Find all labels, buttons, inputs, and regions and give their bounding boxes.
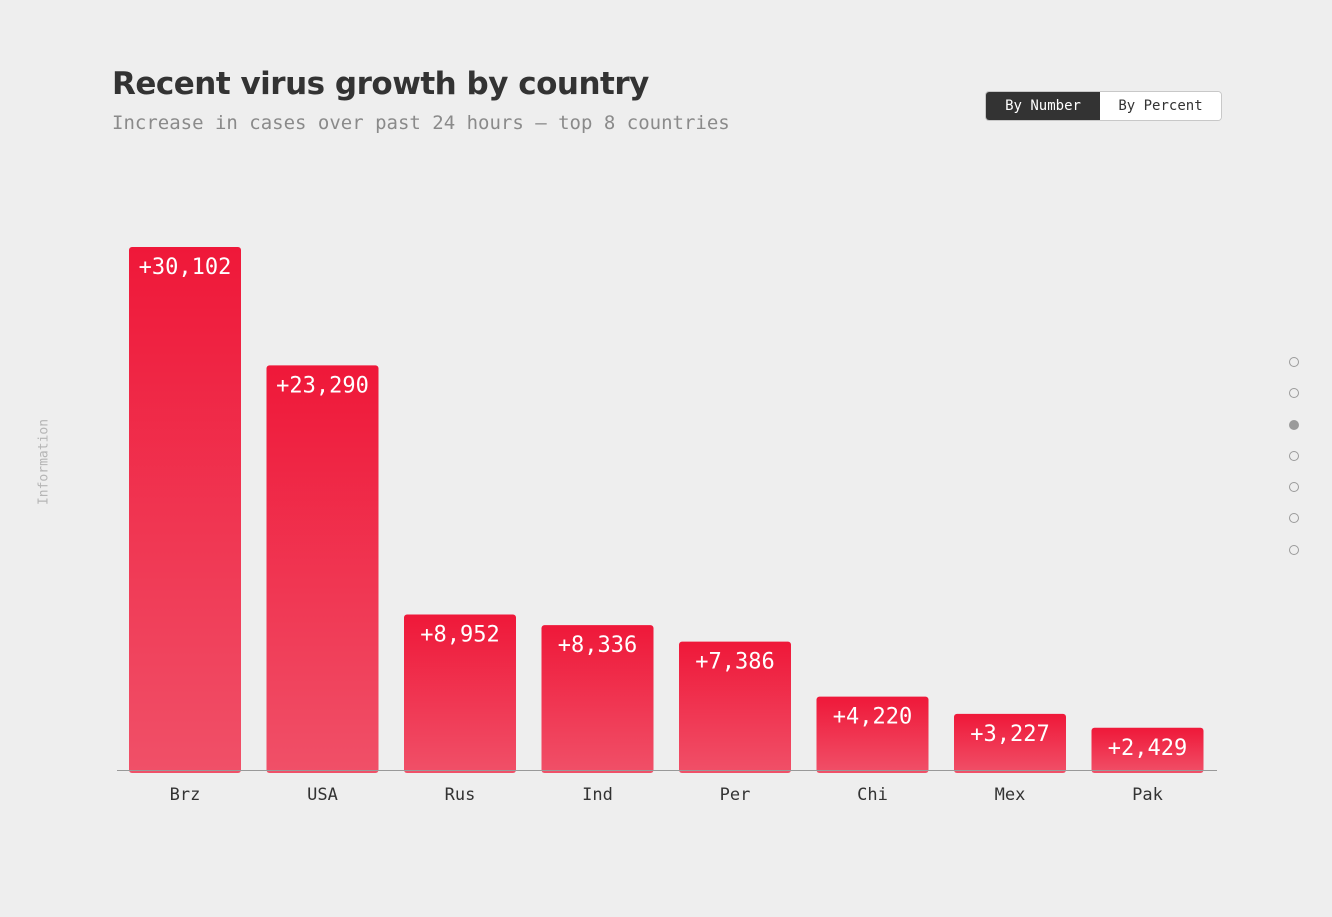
by-number-button[interactable]: By Number <box>986 92 1100 120</box>
data-label: +4,220 <box>833 705 912 730</box>
bar-rus[interactable] <box>404 614 516 773</box>
chart-title: Recent virus growth by country <box>112 66 649 102</box>
pagination-dot[interactable] <box>1289 544 1299 555</box>
bar-chi[interactable] <box>816 696 929 773</box>
bar-mex[interactable] <box>954 713 1066 773</box>
bar-usa[interactable] <box>266 365 379 773</box>
data-label: +23,290 <box>276 373 369 398</box>
by-percent-button[interactable]: By Percent <box>1100 92 1221 120</box>
bar-per[interactable] <box>679 641 791 773</box>
x-tick-label: Per <box>720 785 751 805</box>
x-tick-label: Chi <box>857 785 888 805</box>
pagination-dot[interactable] <box>1289 513 1299 524</box>
bar-brz[interactable] <box>129 247 241 773</box>
bars-group: +30,102 +23,290 +8,952 +8,336 +7,386 +4,220 +3… <box>129 247 1204 773</box>
x-tick-label: Rus <box>445 785 476 805</box>
pagination-dot[interactable] <box>1289 419 1299 430</box>
data-label: +8,952 <box>420 622 499 647</box>
x-tick-labels: Brz USA Rus Ind Per Chi Mex Pak <box>170 785 1163 805</box>
pagination-dot[interactable] <box>1289 388 1299 399</box>
slide-pagination <box>1289 357 1303 576</box>
x-tick-label: Mex <box>995 785 1026 805</box>
pagination-dot[interactable] <box>1289 450 1299 461</box>
bar-ind[interactable] <box>541 625 654 773</box>
x-tick-label: Ind <box>582 785 613 805</box>
data-label: +7,386 <box>695 650 774 675</box>
chart-subtitle: Increase in cases over past 24 hours — t… <box>112 112 730 134</box>
x-tick-label: Brz <box>170 785 201 805</box>
pagination-dot[interactable] <box>1289 357 1299 367</box>
bar-pak[interactable] <box>1091 727 1204 773</box>
x-tick-label: Pak <box>1132 785 1163 805</box>
data-label: +3,227 <box>970 722 1049 747</box>
data-label: +30,102 <box>139 255 232 280</box>
data-label: +8,336 <box>558 633 637 658</box>
data-label: +2,429 <box>1108 736 1187 761</box>
view-toggle: By Number By Percent <box>985 91 1222 121</box>
x-tick-label: USA <box>307 785 338 805</box>
pagination-dot[interactable] <box>1289 482 1299 493</box>
